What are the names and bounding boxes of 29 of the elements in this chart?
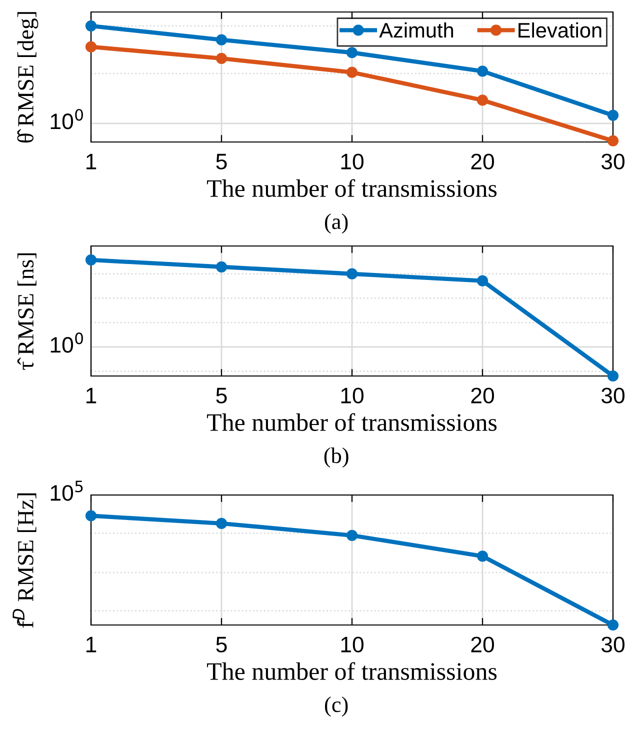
x-tick-label: 10 [341,154,364,170]
x-axis-title: The number of transmissions [206,662,497,680]
x-axis-title: The number of transmissions [206,413,497,431]
text: (a) [324,214,348,234]
x-tick-label: 1 [86,154,96,170]
x-tick-label: 5 [216,154,227,170]
x-tick-label: 5 [216,636,227,652]
text: 10$^{5}$ [50,480,83,501]
text: (c) [324,696,348,717]
x-tick-label: 1 [86,388,96,404]
x-tick-label: 5 [216,388,227,404]
y-axis-title: θ̂ RMSE [deg] [17,12,38,143]
x-tick-label: 1 [86,636,96,652]
legend-label: Azimuth [379,22,454,38]
x-tick-label: 10 [341,636,364,652]
text: (b) [324,448,348,468]
text: 10$^{0}$ [50,332,83,353]
y-axis-title: f̂$^{D}$ RMSE [Hz] [12,493,36,628]
x-tick-label: 10 [341,388,364,404]
x-tick-label: 20 [471,388,494,404]
y-axis-title: τ̂ RMSE [ns] [17,253,36,370]
x-axis-title: The number of transmissions [206,179,497,197]
text: 10$^{0}$ [50,108,83,130]
legend-label: Elevation [518,22,602,38]
x-tick-label: 20 [471,636,494,652]
x-tick-label: 30 [601,154,624,170]
x-tick-label: 30 [601,636,624,652]
x-tick-label: 30 [601,388,624,404]
x-tick-label: 20 [471,154,494,170]
